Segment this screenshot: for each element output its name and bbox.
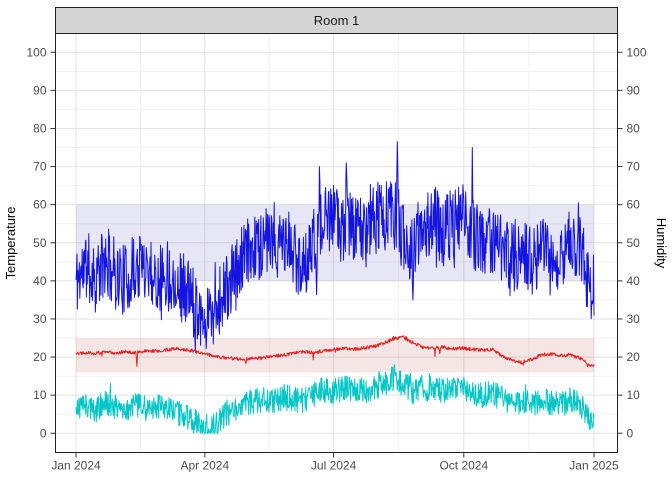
y-left-tick-label: 10 (33, 388, 47, 402)
y-left-tick-label: 100 (26, 45, 46, 59)
y-left-tick-label: 90 (33, 83, 47, 97)
y-right-tick-label: 60 (627, 198, 641, 212)
y-right-tick-label: 70 (627, 160, 641, 174)
axes: 0 0 10 10 20 20 30 30 40 40 50 50 60 60 70 70 80 80 90 90 10… (26, 45, 646, 472)
y-right-tick-label: 0 (627, 426, 634, 440)
y-right-tick-label: 30 (627, 312, 641, 326)
y-left-tick-label: 80 (33, 121, 47, 135)
x-tick-label: Jul 2024 (311, 459, 357, 473)
y-left-tick-label: 50 (33, 236, 47, 250)
y-left-tick-label: 40 (33, 274, 47, 288)
x-tick-label: Oct 2024 (439, 459, 488, 473)
y-right-tick-label: 40 (627, 274, 641, 288)
y-right-tick-label: 80 (627, 121, 641, 135)
y-left-tick-label: 20 (33, 350, 47, 364)
y-axis-right-title: Humidity (654, 218, 669, 269)
y-left-tick-label: 70 (33, 160, 47, 174)
y-right-tick-label: 100 (627, 45, 647, 59)
y-axis-left-title: Temperature (3, 207, 18, 280)
y-left-tick-label: 30 (33, 312, 47, 326)
data-series (75, 141, 595, 434)
temperature-comfort-band (76, 338, 595, 373)
facet-strip-title: Room 1 (314, 13, 360, 28)
series-outdoor-temperature-cyan-line (75, 364, 595, 434)
facet-strip (55, 7, 618, 34)
series-humidity-blue-line (75, 141, 595, 353)
x-tick-label: Apr 2024 (180, 459, 229, 473)
x-tick-label: Jan 2024 (51, 459, 101, 473)
y-right-tick-label: 20 (627, 350, 641, 364)
comfort-bands (76, 204, 595, 373)
y-right-tick-label: 50 (627, 236, 641, 250)
x-tick-label: Jan 2025 (569, 459, 619, 473)
y-right-tick-label: 90 (627, 83, 641, 97)
series-room-temperature-red-line (75, 335, 595, 368)
y-left-tick-label: 0 (40, 426, 47, 440)
y-left-tick-label: 60 (33, 198, 47, 212)
y-right-tick-label: 10 (627, 388, 641, 402)
